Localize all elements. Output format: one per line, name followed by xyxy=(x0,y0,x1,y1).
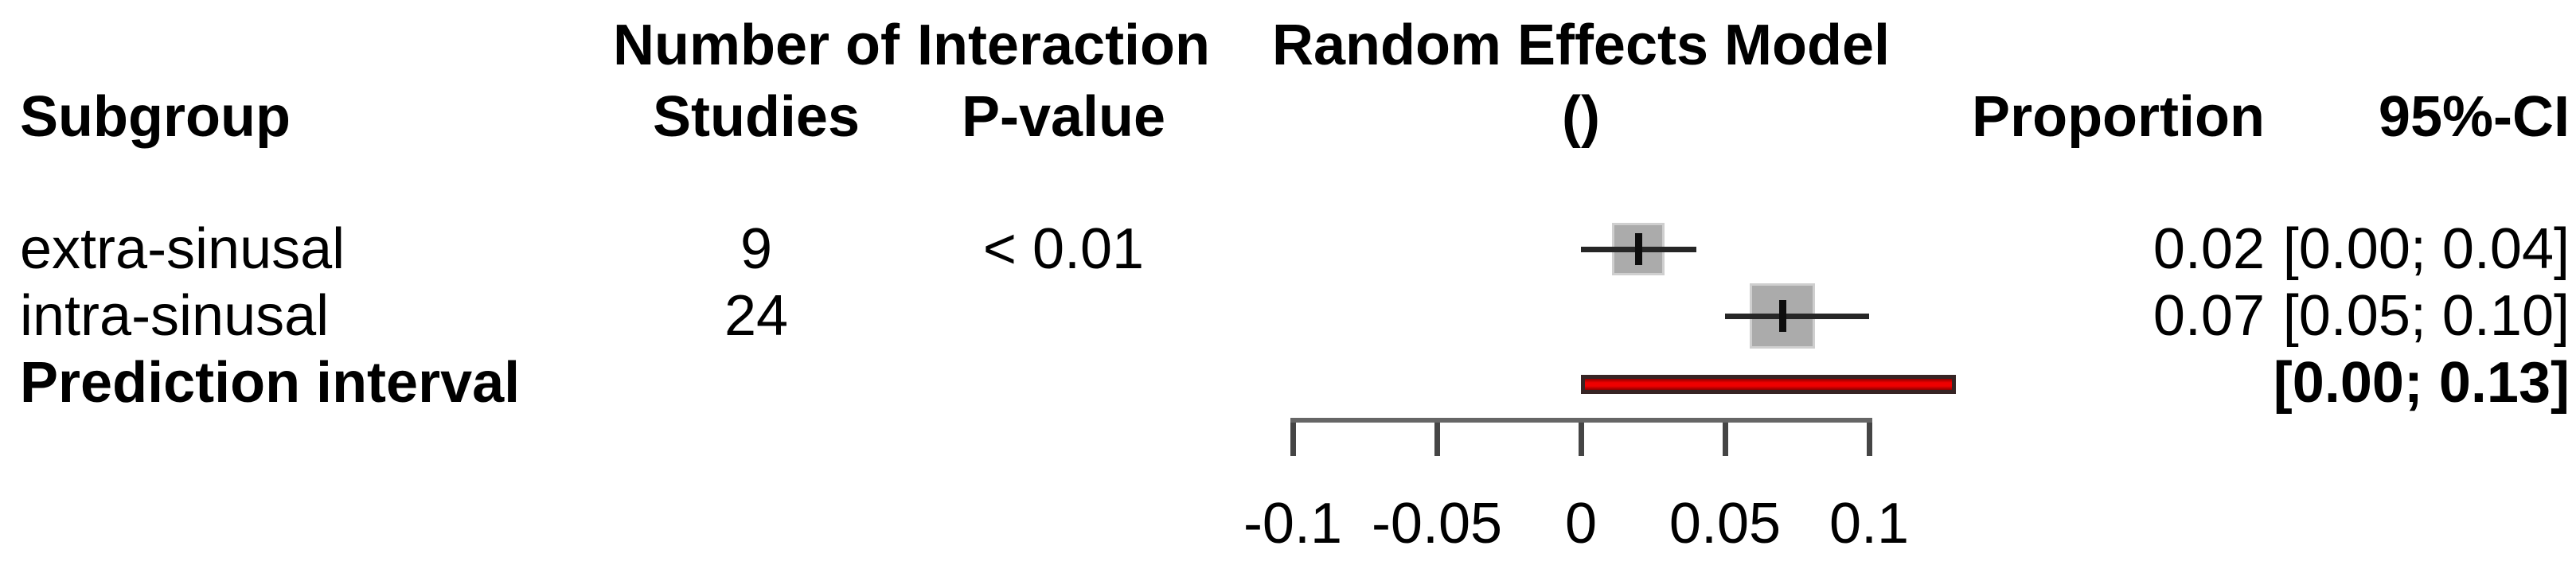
row-intra-sinusal-n-studies: 24 xyxy=(724,284,789,348)
col-header-proportion: Proportion xyxy=(1972,85,2265,149)
row-extra-sinusal-ci: [0.00; 0.04] xyxy=(2282,217,2570,281)
x-axis-line xyxy=(1290,418,1872,423)
col-header-studies-line2: Studies xyxy=(652,85,861,149)
row-extra-sinusal-n-studies: 9 xyxy=(740,217,773,281)
col-header-studies: Number of Studies xyxy=(597,10,915,153)
ci-line xyxy=(1725,313,1869,319)
row-label-intra-sinusal: intra-sinusal xyxy=(20,284,330,348)
col-header-model-line1: Random Effects Model xyxy=(1271,14,1891,77)
x-axis-tick-label: -0.1 xyxy=(1243,492,1343,555)
x-axis-tick xyxy=(1290,423,1296,456)
row-label-extra-sinusal: extra-sinusal xyxy=(20,217,345,281)
x-axis-tick-label: -0.05 xyxy=(1371,492,1503,555)
col-header-studies-line1: Number of xyxy=(613,14,900,77)
x-axis-tick-label: 0.05 xyxy=(1669,492,1782,555)
col-header-pvalue-line1: Interaction xyxy=(916,14,1211,77)
col-header-subgroup: Subgroup xyxy=(20,85,291,149)
col-header-model-line2: () xyxy=(1562,85,1600,149)
col-header-ci: 95%-CI xyxy=(2378,85,2570,149)
row-intra-sinusal-proportion: 0.07 xyxy=(2153,284,2265,348)
point-estimate-tick xyxy=(1778,300,1786,332)
row-intra-sinusal-ci: [0.05; 0.10] xyxy=(2282,284,2570,348)
prediction-interval-bar xyxy=(1581,375,1956,394)
x-axis-tick xyxy=(1866,423,1872,456)
col-header-pvalue-line2: P-value xyxy=(961,85,1166,149)
x-axis-tick-label: 0 xyxy=(1564,492,1598,555)
row-extra-sinusal-p-value: < 0.01 xyxy=(982,217,1145,281)
x-axis-tick-label: 0.1 xyxy=(1829,492,1910,555)
x-axis-tick xyxy=(1434,423,1440,456)
col-header-pvalue: Interaction P-value xyxy=(904,10,1223,153)
x-axis-tick xyxy=(1722,423,1728,456)
row-label-prediction-interval: Prediction interval xyxy=(20,351,521,415)
x-axis-tick xyxy=(1578,423,1584,456)
row-extra-sinusal-proportion: 0.02 xyxy=(2153,217,2265,281)
point-estimate-tick xyxy=(1634,233,1642,265)
row-prediction-interval-ci: [0.00; 0.13] xyxy=(2273,351,2570,415)
col-header-model: Random Effects Model () xyxy=(1263,10,1899,153)
